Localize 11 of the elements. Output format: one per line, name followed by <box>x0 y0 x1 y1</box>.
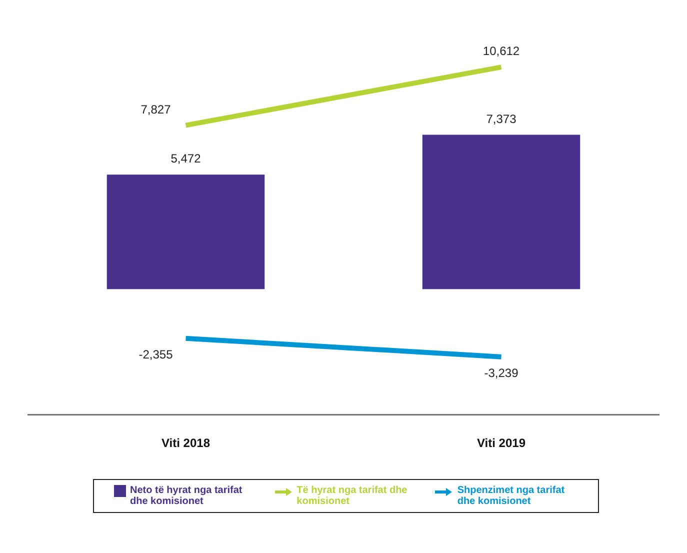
legend-label: Neto të hyrat nga tarifat dhe komisionet <box>130 485 244 507</box>
data-label: 7,373 <box>486 112 517 126</box>
legend-label: Të hyrat nga tarifat dhe komisionet <box>296 485 408 507</box>
legend-label: Shpenzimet nga tarifat dhe komisionet <box>457 485 566 507</box>
data-label: -3,239 <box>484 366 519 380</box>
data-label: 5,472 <box>170 152 202 166</box>
data-label: 7,827 <box>140 102 172 116</box>
data-label: -2,355 <box>138 347 174 362</box>
data-label: 10,612 <box>482 44 520 58</box>
x-tick-label: Viti 2019 <box>477 436 526 450</box>
x-tick-label: Viti 2018 <box>162 436 210 450</box>
